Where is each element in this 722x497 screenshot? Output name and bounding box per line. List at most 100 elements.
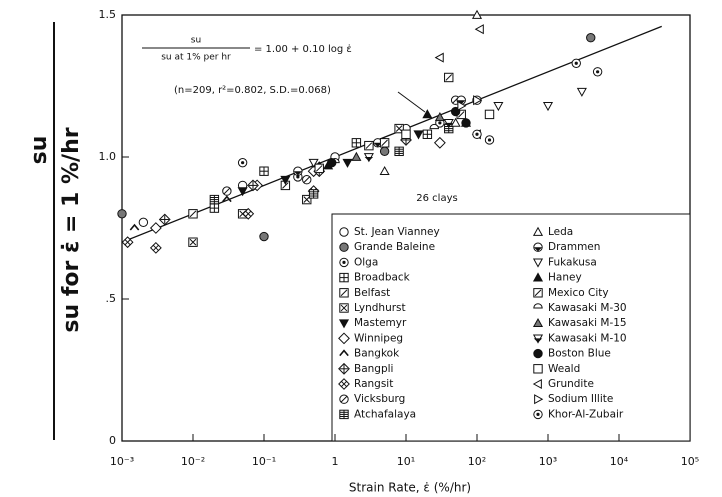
marker-shape xyxy=(533,348,543,359)
legend-label: Olga xyxy=(354,256,378,268)
marker xyxy=(379,146,390,157)
x-tick-label: 1 xyxy=(332,455,339,468)
marker-shape xyxy=(533,364,543,374)
marker xyxy=(533,409,543,420)
marker-shape xyxy=(379,146,390,157)
marker xyxy=(473,95,483,106)
marker-detail xyxy=(189,238,197,246)
marker-detail xyxy=(381,139,388,147)
marker-shape xyxy=(338,319,350,329)
legend-label: Boston Blue xyxy=(548,348,611,360)
marker xyxy=(339,394,349,404)
marker-detail xyxy=(241,161,245,165)
marker xyxy=(293,166,303,176)
marker xyxy=(532,334,544,344)
marker xyxy=(443,119,454,129)
marker xyxy=(444,72,454,83)
y-tick-label: 0 xyxy=(109,434,116,447)
legend-box xyxy=(331,213,691,442)
marker xyxy=(338,378,350,390)
marker xyxy=(351,138,362,148)
equation-rhs: = 1.00 + 0.10 log ε̇ xyxy=(254,43,352,55)
marker xyxy=(379,138,390,148)
marker xyxy=(457,100,467,111)
marker-detail xyxy=(223,187,231,195)
marker-shape xyxy=(379,165,390,176)
legend-title: 26 clays xyxy=(416,193,457,204)
marker-detail xyxy=(152,244,160,252)
marker-shape xyxy=(493,102,504,112)
marker-shape xyxy=(576,87,587,97)
marker xyxy=(314,163,324,174)
y-tick-label: 1.0 xyxy=(99,150,117,163)
marker-detail xyxy=(534,289,542,297)
marker xyxy=(394,146,404,157)
marker xyxy=(434,52,444,63)
marker xyxy=(484,135,495,145)
x-tick-label: 10⁻³ xyxy=(110,455,134,468)
y-tick-label: 1.5 xyxy=(99,8,117,21)
marker xyxy=(338,332,350,345)
marker-detail xyxy=(340,304,348,312)
marker xyxy=(188,209,198,219)
marker-detail xyxy=(315,165,323,172)
marker xyxy=(571,58,581,68)
marker-detail xyxy=(445,74,453,81)
marker-detail xyxy=(533,247,543,252)
marker xyxy=(422,109,433,119)
marker xyxy=(339,409,349,420)
stats: (n=209, r²=0.802, S.D.=0.068) xyxy=(174,85,331,96)
marker xyxy=(474,24,484,35)
x-label: Strain Rate, ε̇ (%/hr) xyxy=(349,481,471,495)
marker xyxy=(339,349,349,357)
marker xyxy=(401,129,411,139)
legend-label: Bangpli xyxy=(354,363,393,375)
marker-detail xyxy=(124,238,131,246)
x-tick-label: 10² xyxy=(468,455,486,468)
marker-shape xyxy=(342,158,353,168)
legend-label: Leda xyxy=(548,226,573,238)
marker xyxy=(158,213,171,226)
marker xyxy=(121,236,134,249)
marker xyxy=(532,258,544,268)
marker xyxy=(586,33,596,43)
marker-shape xyxy=(533,303,543,309)
legend-label: Winnipeg xyxy=(354,332,403,344)
legend-label: Rangsit xyxy=(354,378,393,390)
marker xyxy=(363,153,374,163)
marker-detail xyxy=(536,412,540,416)
marker-shape xyxy=(532,378,542,390)
y-label-numerator: su xyxy=(27,136,52,165)
legend-label: Khor-Al-Zubair xyxy=(548,408,624,420)
legend-label: Bangkok xyxy=(354,348,400,360)
legend-label: Kawasaki M-10 xyxy=(548,332,627,344)
marker xyxy=(429,123,439,130)
marker xyxy=(339,242,349,252)
marker-detail xyxy=(487,138,492,142)
marker-shape xyxy=(484,109,495,120)
marker xyxy=(472,129,482,139)
legend-label: St. Jean Vianney xyxy=(354,226,440,238)
marker xyxy=(259,166,269,176)
marker xyxy=(138,217,149,228)
marker-shape xyxy=(532,272,544,282)
marker-shape xyxy=(471,9,483,19)
marker-shape xyxy=(473,95,483,106)
marker-shape xyxy=(117,209,127,219)
marker-detail xyxy=(364,157,374,162)
marker xyxy=(379,165,390,176)
marker xyxy=(461,118,471,128)
marker xyxy=(533,242,543,252)
marker-shape xyxy=(434,112,445,122)
marker-detail xyxy=(189,210,197,218)
marker xyxy=(242,207,255,220)
marker-shape xyxy=(434,52,444,63)
marker xyxy=(339,288,349,298)
marker-shape xyxy=(433,136,446,149)
marker xyxy=(259,231,269,242)
marker-shape xyxy=(129,223,140,231)
marker-shape xyxy=(259,231,269,242)
marker xyxy=(532,272,544,282)
marker xyxy=(592,67,603,77)
marker-shape xyxy=(138,217,149,228)
